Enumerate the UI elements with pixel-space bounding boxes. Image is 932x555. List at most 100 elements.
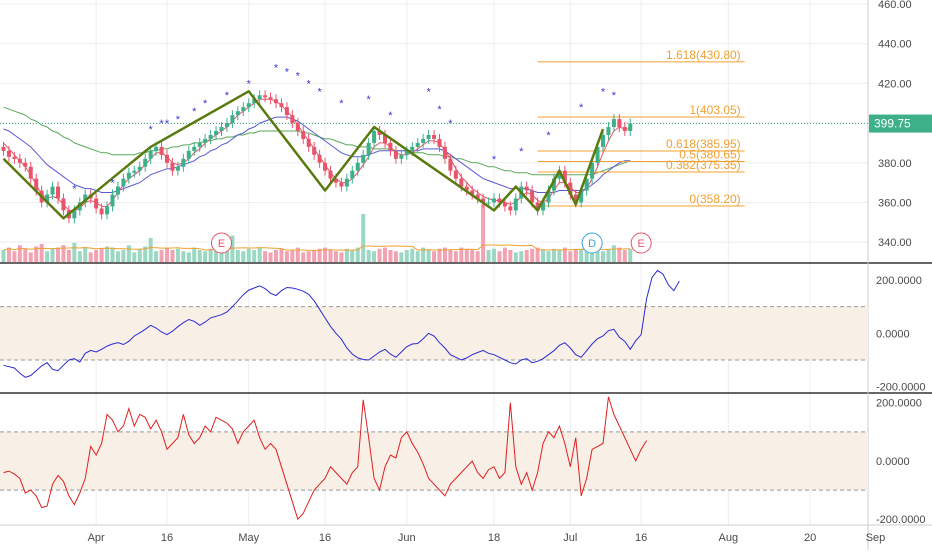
last-price-label: 399.75 — [874, 117, 911, 131]
event-label: E — [637, 238, 644, 250]
volume-bar — [56, 247, 60, 262]
candle-body — [421, 138, 426, 143]
volume-bar — [442, 247, 447, 262]
volume-bar — [502, 247, 507, 262]
price-tick-label: 420.00 — [878, 78, 912, 90]
oscillator-2-tick-label: -200.0000 — [876, 514, 926, 526]
candle-body — [126, 172, 131, 179]
volume-bar — [557, 250, 562, 262]
volume-bar — [66, 250, 71, 262]
candle-body — [628, 123, 633, 131]
star-marker: * — [519, 146, 524, 158]
volume-bar — [17, 245, 22, 262]
star-marker: * — [247, 78, 252, 90]
candle-body — [502, 202, 507, 207]
volume-bar — [72, 242, 77, 262]
volume-bar — [263, 251, 268, 262]
star-marker: * — [307, 78, 312, 90]
volume-bar — [513, 252, 518, 262]
candle-body — [279, 103, 284, 108]
candle-body — [432, 134, 437, 139]
volume-bar — [590, 250, 595, 262]
candle-body — [344, 178, 349, 187]
candle-body — [426, 134, 431, 139]
volume-bar — [415, 251, 420, 262]
volume-bar — [34, 246, 39, 262]
candle-body — [415, 142, 420, 147]
candle-body — [257, 95, 262, 100]
candle-body — [241, 107, 246, 112]
candle-body — [383, 134, 387, 143]
candle-body — [192, 146, 197, 151]
star-marker: * — [448, 118, 453, 130]
volume-bar — [399, 252, 404, 262]
star-marker: * — [492, 154, 497, 166]
candle-body — [524, 186, 529, 191]
volume-bar — [312, 250, 317, 262]
candle-body — [263, 95, 268, 98]
volume-bar — [279, 248, 284, 262]
volume-bar — [573, 250, 578, 262]
candle-body — [61, 198, 66, 211]
candle-body — [197, 142, 202, 147]
fib-level-label: 1.618(430.80) — [666, 48, 741, 62]
candle-body — [50, 186, 55, 195]
volume-bar — [519, 251, 524, 262]
candle-body — [99, 208, 104, 215]
volume-bar — [268, 252, 273, 262]
fib-level-label: 1(403.05) — [689, 103, 740, 117]
candle-body — [404, 150, 409, 155]
star-marker: * — [225, 90, 230, 102]
candle-body — [235, 111, 240, 116]
oscillator-1-line — [3, 269, 680, 378]
candle-body — [110, 194, 115, 207]
volume-bar — [481, 204, 486, 262]
volume-bar — [393, 251, 398, 262]
volume-bar — [132, 252, 137, 262]
candle-body — [186, 150, 191, 159]
candle-body — [453, 170, 458, 179]
ma-fast-line — [3, 98, 631, 211]
volume-bar — [208, 248, 213, 262]
oscillator-1-tick-label: -200.0000 — [876, 382, 926, 394]
oscillator-2-band — [0, 431, 868, 491]
volume-bar — [568, 251, 573, 262]
star-marker: * — [426, 86, 431, 98]
volume-bar — [388, 250, 393, 262]
candle-body — [23, 162, 28, 167]
candle-body — [448, 158, 453, 171]
candle-body — [274, 99, 278, 104]
volume-bar — [230, 235, 235, 262]
volume-bar — [246, 248, 251, 262]
time-tick-label: 16 — [161, 532, 173, 544]
price-tick-label: 340.00 — [878, 237, 912, 249]
candle-body — [28, 166, 33, 179]
candle-body — [132, 170, 137, 173]
volume-bar — [12, 251, 17, 262]
candle-body — [579, 190, 584, 203]
volume-average-line — [3, 244, 631, 252]
candle-body — [437, 138, 442, 147]
time-tick-label: Aug — [719, 532, 739, 544]
candle-body — [306, 138, 311, 147]
volume-bar — [6, 247, 11, 262]
volume-bar — [622, 250, 627, 262]
candle-body — [366, 142, 371, 155]
event-badge — [211, 232, 232, 254]
candle-body — [388, 142, 393, 151]
event-badge — [581, 232, 603, 254]
star-marker: * — [159, 118, 164, 130]
volume-bar — [77, 251, 82, 262]
star-marker: * — [274, 62, 279, 74]
volume-bar — [366, 250, 371, 262]
candle-body — [137, 166, 142, 171]
candle-body — [56, 186, 60, 199]
volume-bar — [121, 250, 126, 262]
volume-bar — [159, 250, 164, 262]
price-tick-label: 380.00 — [878, 158, 912, 170]
candle-body — [219, 127, 224, 131]
volume-bar — [61, 245, 66, 262]
candle-body — [486, 202, 491, 204]
candle-body — [12, 156, 17, 159]
volume-bar — [470, 250, 475, 262]
